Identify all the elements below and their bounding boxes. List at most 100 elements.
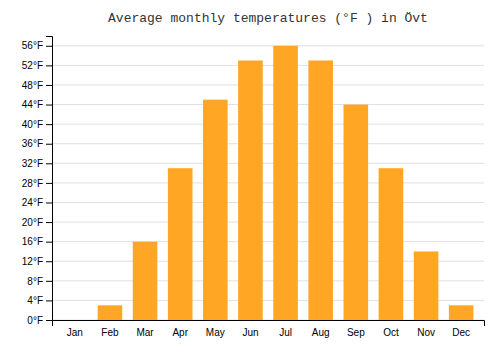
bar [133,242,158,320]
tick: Feb [101,327,119,338]
chart: 0°F 4°F 8°F 12°F 16°F 20°F 24°F 28°F 32°F 36°F 40°… [0,0,500,350]
grid-line [52,65,484,66]
bar [63,320,88,321]
title: Average monthly temperatures (°F ) in Öv… [108,11,428,26]
tick-label: Jan [67,327,83,338]
tick-label: 56°F [22,40,43,51]
tick: Jan [67,327,83,338]
tick-mark [46,222,52,223]
tick: 20°F [22,217,52,228]
tick-label: Apr [172,327,188,338]
tick-mark [46,300,52,301]
tick-label: 28°F [22,178,43,189]
tick: Aug [312,327,330,338]
tick-label: Dec [452,327,470,338]
tick-mark [46,320,52,321]
tick-mark [46,46,52,47]
tick-mark [46,281,52,282]
tick-label: 44°F [22,99,43,110]
tick-mark [46,124,52,125]
tick: Mar [136,327,154,338]
grid-line [52,143,484,144]
tick: Apr [172,327,188,338]
tick-label: Oct [383,327,399,338]
tick-mark [46,202,52,203]
tick: 52°F [22,60,52,71]
tick-mark [46,65,52,66]
grid-line [52,241,484,242]
tick: 36°F [22,138,52,149]
tick-label: Jun [242,327,258,338]
tick-label: 8°F [27,276,43,287]
tick-label: Nov [417,327,435,338]
y-axis: 0°F 4°F 8°F 12°F 16°F 20°F 24°F 28°F 32°F 36°F 40°… [22,37,53,326]
bar [308,60,333,320]
grid-line [52,84,484,85]
grid-line [52,45,484,46]
tick: Dec [452,327,470,338]
tick: 24°F [22,197,52,208]
tick-label: 16°F [22,236,43,247]
tick-label: Aug [312,327,330,338]
tick-label: 24°F [22,197,43,208]
tick-label: 48°F [22,80,43,91]
tick-label: 4°F [27,295,43,306]
grid [52,46,484,320]
tick: 44°F [22,99,52,110]
tick-mark [46,85,52,86]
tick-label: 32°F [22,158,43,169]
tick: 56°F [22,40,52,51]
tick-label: 52°F [22,60,43,71]
bar [203,100,228,320]
tick: Sep [347,327,365,338]
tick: May [206,327,225,338]
tick-mark [46,261,52,262]
tick: 0°F [27,315,52,326]
x-axis: Jan Feb Mar Apr May Jun Jul Aug Sep Oct Nov Dec [53,321,485,339]
tick: 32°F [22,158,52,169]
tick-label: 40°F [22,119,43,130]
grid-line [52,222,484,223]
tick-mark [46,144,52,145]
tick-mark [46,105,52,106]
tick: 48°F [22,80,52,91]
grid-line [52,124,484,125]
tick-label: Feb [101,327,119,338]
bar [238,60,263,320]
tick: Jun [242,327,258,338]
bar [379,168,404,320]
bar [98,305,123,320]
tick-label: 12°F [22,256,43,267]
tick: Jul [279,327,292,338]
tick: 40°F [22,119,52,130]
grid-line [52,104,484,105]
grid-line [52,202,484,203]
bar [344,105,369,320]
tick: 8°F [27,276,52,287]
bar [449,305,474,320]
tick-label: 0°F [27,315,43,326]
plot: 0°F 4°F 8°F 12°F 16°F 20°F 24°F 28°F 32°F 36°F 40°… [22,37,485,339]
tick-label: 20°F [22,217,43,228]
tick: 28°F [22,178,52,189]
tick-label: May [206,327,225,338]
tick-mark [46,242,52,243]
axis-line [46,37,53,321]
tick: 16°F [22,236,52,247]
tick-label: Sep [347,327,365,338]
tick-label: 36°F [22,138,43,149]
tick: 12°F [22,256,52,267]
tick-label: Jul [279,327,292,338]
tick: Nov [417,327,435,338]
bar [414,251,439,320]
tick: 4°F [27,295,52,306]
bar [168,168,193,320]
bar [273,46,298,320]
tick: Oct [383,327,399,338]
grid-line [52,163,484,164]
tick-label: Mar [136,327,154,338]
axis-line [53,321,485,327]
tick-mark [46,183,52,184]
grid-line [52,182,484,183]
bars [98,46,474,320]
